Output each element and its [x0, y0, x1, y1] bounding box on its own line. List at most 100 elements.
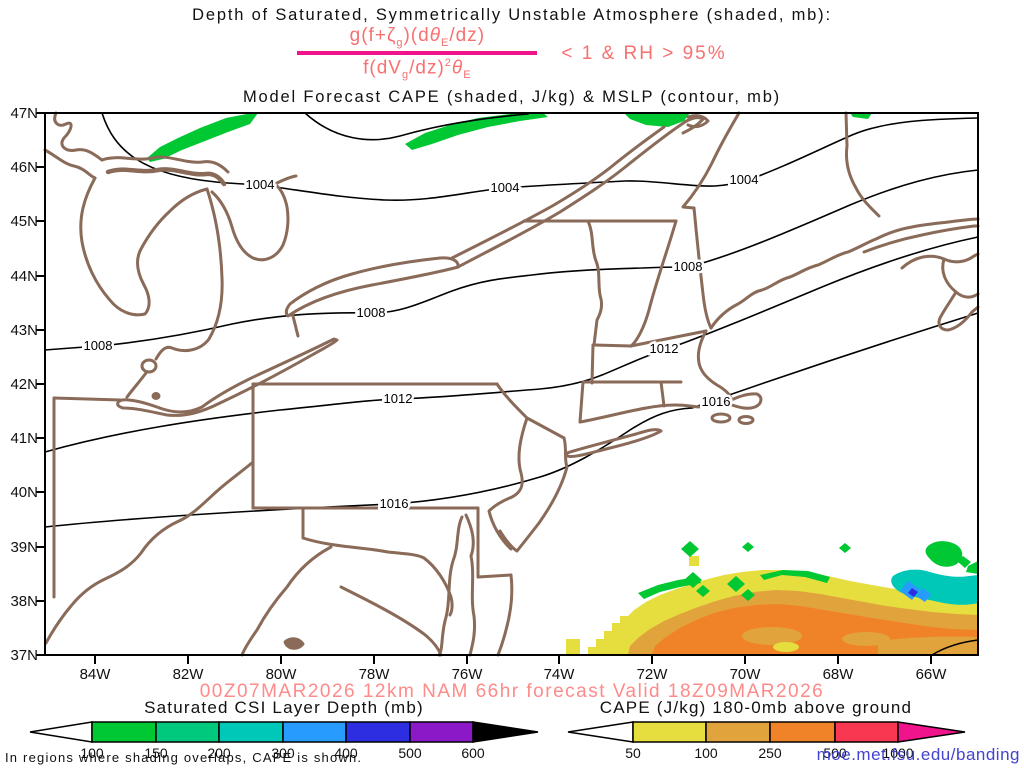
csi-seg-100-150 — [91, 721, 157, 743]
csi-legend-title: Saturated CSI Layer Depth (mb) — [144, 698, 424, 717]
lon-label: 82W — [173, 666, 205, 683]
lon-label: 74W — [544, 666, 576, 683]
ri-ct-border — [659, 380, 666, 408]
csi-diamond — [681, 541, 699, 557]
lat-label: 39N — [10, 539, 38, 556]
csi-blue — [908, 588, 918, 597]
cape-inner-yellow — [773, 642, 799, 652]
lat-label: 37N — [10, 647, 38, 664]
isobar-label: 1008 — [84, 338, 113, 353]
forecast-valid-line: 00Z07MAR2026 12km NAM 66hr forecast Vali… — [199, 681, 825, 702]
ohio-river — [44, 460, 255, 645]
site-link[interactable]: moe.met.fsu.edu/banding — [816, 745, 1020, 764]
virginia-river — [339, 585, 443, 657]
nantucket — [737, 415, 755, 425]
lat-label: 41N — [10, 430, 38, 447]
lon-label: 78W — [359, 666, 391, 683]
cape-tick: 250 — [758, 745, 782, 761]
long-island — [565, 428, 663, 458]
csi-patch — [624, 113, 690, 127]
isobar-1012 — [44, 236, 979, 453]
csi-diamond — [696, 585, 710, 597]
csi-diamond — [741, 589, 755, 601]
lake-huron-west — [79, 176, 209, 317]
cape-tan-bottom — [878, 636, 978, 655]
csi-diamond — [727, 576, 745, 592]
csi-seg-400-500 — [345, 721, 411, 743]
csi-strip — [638, 577, 701, 599]
nova-scotia-north — [900, 252, 980, 270]
lon-label: 80W — [266, 666, 298, 683]
isobar-label: 1012 — [384, 391, 413, 406]
csi-diamond — [742, 542, 754, 552]
isobar-label: 1016 — [380, 496, 409, 511]
lon-label: 68W — [823, 666, 855, 683]
lon-label: 70W — [730, 666, 762, 683]
lat-label: 43N — [10, 322, 38, 339]
cape-seg-100-250 — [705, 721, 771, 743]
cape-right-arrow — [897, 721, 966, 743]
detroit-river — [125, 371, 148, 399]
cape-tick: 100 — [694, 745, 718, 761]
formula-numerator: g(f+ζg)(dθE/dz) — [349, 25, 486, 49]
isobar-label: 1004 — [246, 177, 275, 192]
lat-label: 46N — [10, 159, 38, 176]
maine-coast — [709, 217, 980, 330]
lat-label: 45N — [10, 213, 38, 230]
cape-legend-title: CAPE (J/kg) 180-0mb above ground — [599, 698, 913, 717]
fraction-bar — [297, 50, 538, 55]
csi-seg-300-400 — [282, 721, 347, 743]
delmarva-atlantic-coast — [496, 573, 514, 657]
lon-label: 84W — [80, 666, 112, 683]
ohio-michigan-border — [52, 396, 122, 402]
isobar-label: 1008 — [357, 305, 386, 320]
formula-fraction: g(f+ζg)(dθE/dz) f(dVg/dz)2θE — [297, 25, 538, 81]
lat-label: 44N — [10, 268, 38, 285]
canada-shore — [53, 111, 104, 162]
ny-ma-border — [590, 343, 595, 385]
chesapeake-west-shore — [437, 515, 464, 657]
overlap-note: In regions where shading overlaps, CAPE … — [5, 750, 363, 765]
csi-strip — [760, 570, 830, 583]
erie-island — [151, 392, 161, 400]
csi-blob — [925, 541, 963, 567]
lat-label: 47N — [10, 105, 38, 122]
delaware-river-lower — [487, 416, 529, 551]
cape-inner-tan — [742, 627, 802, 645]
cape-colorbar-ticks: 50 100 250 500 1000 — [625, 745, 914, 761]
csi-tick: 100 — [80, 745, 104, 761]
lon-axis: 84W 82W 80W 78W 76W 74W 72W 70W 68W 66W — [80, 666, 948, 683]
north-channel — [100, 155, 230, 174]
csi-tick: 600 — [461, 745, 485, 761]
cape-cod — [724, 392, 763, 410]
cape-yellow-step — [689, 556, 699, 566]
csi-left-arrow — [29, 721, 93, 743]
csi-patch — [405, 113, 548, 150]
isobar-1016 — [44, 312, 979, 528]
connecticut-river-border — [629, 219, 678, 348]
isobar-label: 1004 — [491, 180, 520, 195]
csi-lightblue — [916, 588, 931, 602]
isobar-1000 — [304, 112, 529, 141]
isobar-label: 1008 — [674, 259, 703, 274]
cape-seg-500-1000 — [834, 721, 899, 743]
cape-tick: 1000 — [882, 745, 913, 761]
ottawa-river — [43, 148, 97, 180]
isobar-label: 1012 — [650, 341, 679, 356]
cape-tick: 500 — [823, 745, 847, 761]
contour-labels: 1004 1004 1004 1008 1008 1008 1012 1012 … — [81, 170, 761, 514]
cape-colorbar — [567, 721, 966, 743]
isobar-1020 — [931, 639, 979, 656]
ct-ny-border — [578, 380, 585, 424]
nova-scotia-south — [937, 290, 980, 332]
nj-coast — [498, 436, 569, 553]
cape-shading — [566, 556, 978, 655]
lat-label: 40N — [10, 484, 38, 501]
csi-diamond — [958, 556, 971, 568]
lat-label: 42N — [10, 376, 38, 393]
lake-huron-east — [154, 187, 224, 361]
csi-seg-150-200 — [155, 721, 220, 743]
isobar-1004 — [101, 112, 979, 202]
st-lawrence-north — [450, 125, 666, 260]
